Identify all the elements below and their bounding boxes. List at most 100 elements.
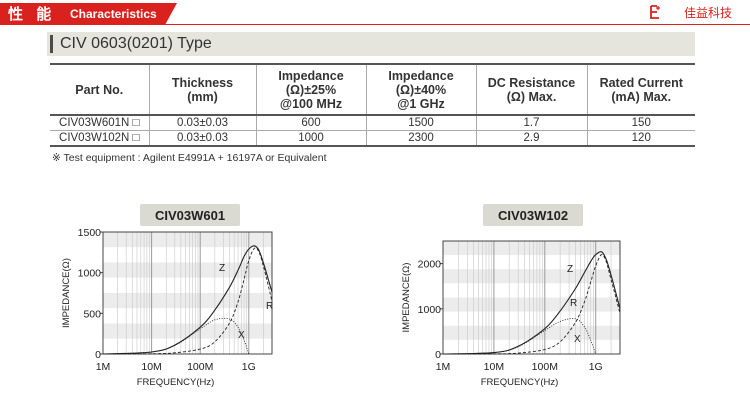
header-title-en: Characteristics [70,7,157,21]
plot-band [443,241,620,256]
header-red-wedge [165,3,177,25]
table-cell: CIV03W102N □ [50,130,149,147]
column-header: Thickness (mm) [148,63,256,116]
plot-band [443,339,620,354]
y-tick-label: 1000 [78,268,102,280]
table-header-row: Part No. Thickness (mm) Impedance (Ω)±25% @10… [50,63,695,116]
chart-title-box [483,204,583,226]
column-header-line: @1 GHz [397,96,445,111]
section-title: CIV 0603(0201) Type [60,35,212,52]
plot-band [103,323,272,339]
plot-band [443,269,620,284]
x-tick-label: 1M [96,361,111,373]
column-header-line: Rated Current [599,75,683,90]
table-cell: 2.9 [475,130,587,147]
x-tick-label: 1G [589,361,603,373]
plot-band [443,311,620,326]
brand-logo-icon [650,5,660,19]
column-header-line: Thickness [171,75,234,90]
column-header-line: @100 MHz [279,96,343,111]
table-cell: 1500 [365,115,476,131]
table-row: CIV03W102N □ 0.03±0.03 1000 2300 2.9 120 [50,130,695,147]
plot-band [103,308,272,324]
y-tick-label: 0 [435,349,441,361]
series-label-x: X [238,330,245,341]
table-cell: 120 [586,130,695,147]
series-label-r: R [570,298,577,309]
column-header-line: (Ω) Max. [506,89,557,104]
x-tick-label: 10M [141,361,161,373]
column-header: Rated Current (mA) Max. [586,63,695,116]
column-header-line: DC Resistance [487,75,576,90]
series-line-x [102,317,250,355]
series-line-r [102,247,273,355]
x-tick-label: 1M [436,361,451,373]
x-axis-label: FREQUENCY(Hz) [137,377,215,388]
plot-band [103,293,272,309]
series-line-z [102,245,273,355]
section-title-box [47,32,695,56]
table-row: CIV03W601N □ 0.03±0.03 600 1500 1.7 150 [50,115,695,131]
column-header-line: Impedance [278,68,344,83]
chart-title: CIV03W102 [498,208,568,223]
chart-title-box [140,204,240,226]
plot-band [103,247,272,263]
table-cell: 150 [586,115,695,131]
impedance-chart: CIV03W102 1M 10M 100M 1G 0 1000 2000 FREQUENCY(H… [401,204,621,388]
column-header: Impedance (Ω)±40% @1 GHz [365,63,476,116]
table-cell: 1.7 [475,115,587,131]
column-header-line: (mA) Max. [611,89,672,104]
column-header: DC Resistance (Ω) Max. [475,63,587,116]
column-header-line: (mm) [187,89,218,104]
impedance-chart: CIV03W601 1M 10M 100M 1G 0 500 1000 1500 FREQUENC… [61,204,273,388]
series-label-z: Z [219,263,225,274]
x-tick-label: 1G [242,361,256,373]
brand-name: 佳益科技 [683,6,732,20]
series-label-z: Z [567,264,573,275]
table-cell: 2300 [365,130,476,147]
series-line-x [442,318,597,355]
y-tick-label: 2000 [418,259,442,271]
table-cell: 600 [255,115,366,131]
y-axis-label: IMPEDANCE(Ω) [61,258,72,328]
series-line-r [442,254,621,355]
series-line-z [442,251,621,355]
table-cell: CIV03W601N □ [50,115,149,131]
column-header-line: Part No. [75,82,124,97]
plot-band [103,262,272,278]
x-tick-label: 100M [187,361,213,373]
y-axis-label: IMPEDANCE(Ω) [401,263,412,333]
plot-band [443,325,620,340]
plot-band [443,297,620,312]
header-red-band [0,3,165,25]
series-label-x: X [574,334,581,345]
column-header-line: (Ω)±40% [395,82,447,97]
column-header: Impedance (Ω)±25% @100 MHz [255,63,366,116]
column-header-line: Impedance [388,68,454,83]
column-header: Part No. [50,63,149,116]
spec-table: Part No. Thickness (mm) Impedance (Ω)±25% @10… [50,63,695,147]
table-body: CIV03W601N □ 0.03±0.03 600 1500 1.7 150 CIV03W… [50,115,695,147]
column-header-line: (Ω)±25% [285,82,337,97]
chart-title: CIV03W601 [155,208,225,223]
table-cell: 0.03±0.03 [148,115,256,131]
table-cell: 0.03±0.03 [148,130,256,147]
header-title-cn: 性 能 [8,5,56,23]
header-rule [0,24,750,25]
x-tick-label: 100M [532,361,558,373]
x-axis-label: FREQUENCY(Hz) [481,377,559,388]
y-tick-label: 500 [83,308,101,320]
y-tick-label: 1500 [78,227,102,239]
table-cell: 1000 [255,130,366,147]
plot-band [103,338,272,354]
test-equipment-note: ※ Test equipment : Agilent E4991A + 1619… [52,152,327,164]
x-tick-label: 10M [484,361,504,373]
plot-band [443,255,620,270]
section-title-marker [50,35,53,53]
plot-band [103,277,272,293]
series-label-r: R [266,301,273,312]
y-tick-label: 0 [95,349,101,361]
plot-frame [102,231,273,355]
plot-band [103,232,272,248]
